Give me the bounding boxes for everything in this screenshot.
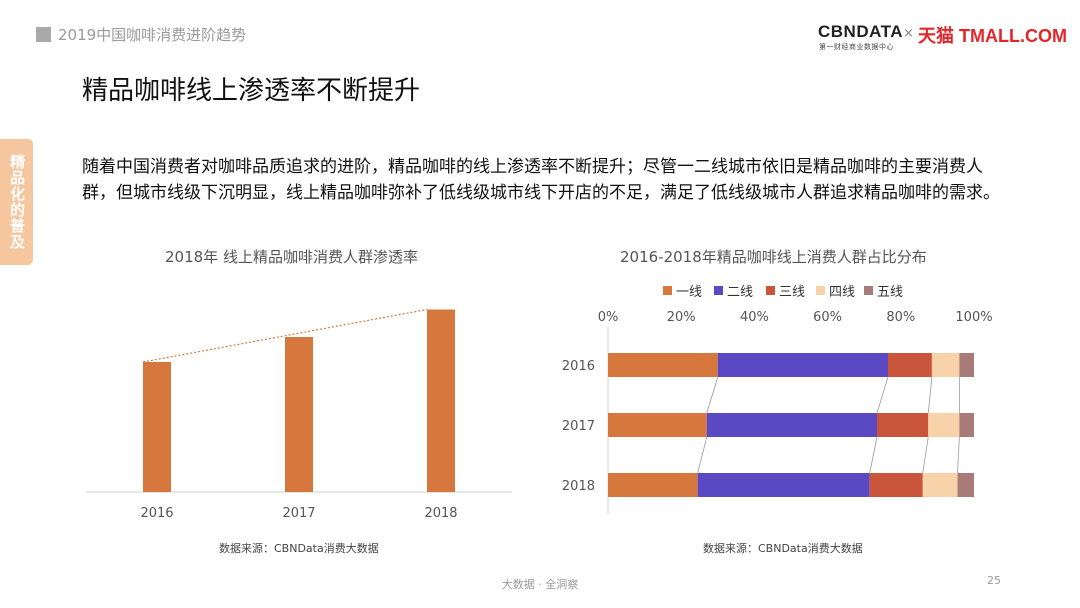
- side-tab: 精品化的普及: [0, 139, 33, 265]
- chart2-seg-2016-三线: [887, 353, 932, 377]
- chart1-x-tick: 2018: [424, 506, 457, 521]
- chart2-seg-2018-四线: [922, 473, 958, 497]
- chart2-title: 2016-2018年精品咖啡线上消费人群占比分布: [620, 248, 927, 266]
- tmall-logo: 天猫 TMALL.COM: [918, 26, 1067, 46]
- page-number: 25: [987, 574, 1001, 587]
- chart2-seg-2018-三线: [869, 473, 923, 497]
- chart2-connector: [922, 436, 929, 474]
- chart2-source: 数据来源：CBNData消费大数据: [703, 542, 863, 555]
- chart1-title: 2018年 线上精品咖啡消费人群渗透率: [165, 248, 418, 266]
- chart2-y-tick: 2017: [562, 419, 595, 434]
- chart1-bar-2016: [143, 362, 171, 492]
- legend-swatch: [766, 286, 775, 295]
- chart2-x-tick: 60%: [813, 310, 842, 325]
- chart2-y-tick: 2018: [562, 479, 595, 494]
- chart2-seg-2016-四线: [931, 353, 960, 377]
- chart2-legend-item: 四线: [816, 281, 855, 300]
- chart1-source: 数据来源：CBNData消费大数据: [219, 542, 379, 555]
- legend-label: 四线: [829, 285, 856, 300]
- chart2-legend-item: 三线: [766, 281, 805, 300]
- chart2-x-tick: 0%: [598, 310, 619, 325]
- chart2-seg-2017-四线: [928, 413, 960, 437]
- chart2-connector: [697, 436, 708, 474]
- chart2-seg-2016-一线: [608, 353, 718, 377]
- chart1-trendline: [142, 308, 428, 363]
- chart1-x-tick: 2017: [282, 506, 315, 521]
- cbndata-logo: CBNDATA: [818, 22, 904, 41]
- chart2-seg-2016-五线: [959, 353, 974, 377]
- chart2-seg-2017-三线: [877, 413, 929, 437]
- description-text: 随着中国消费者对咖啡品质追求的进阶，精品咖啡的线上渗透率不断提升；尽管一二线城市…: [82, 157, 1000, 203]
- footer-tagline: 大数据 · 全洞察: [501, 578, 579, 591]
- chart1-x-tick: 2016: [140, 506, 173, 521]
- chart2-x-tick: 80%: [886, 310, 915, 325]
- chart2-connector: [706, 376, 719, 414]
- chart2-x-tick: 20%: [667, 310, 696, 325]
- page-title: 精品咖啡线上渗透率不断提升: [82, 76, 421, 106]
- chart2-seg-2017-五线: [959, 413, 974, 437]
- chart2-connector: [876, 376, 889, 414]
- chart1-bar-2017: [285, 337, 313, 492]
- header-square: [36, 27, 51, 42]
- chart2-legend-item: 二线: [714, 281, 753, 300]
- section-title: 2019中国咖啡消费进阶趋势: [58, 26, 247, 44]
- chart2-x-tick: 40%: [740, 310, 769, 325]
- chart2-seg-2016-二线: [717, 353, 888, 377]
- legend-swatch: [864, 286, 873, 295]
- chart2-seg-2018-五线: [957, 473, 974, 497]
- legend-swatch: [714, 286, 723, 295]
- chart2-x-tick: 100%: [955, 310, 992, 325]
- chart2-y-tick: 2016: [562, 359, 595, 374]
- chart2-connector: [927, 376, 933, 414]
- legend-label: 五线: [877, 285, 904, 300]
- chart2-connector: [957, 436, 960, 474]
- chart2-connector: [869, 436, 878, 474]
- legend-swatch: [816, 286, 825, 295]
- legend-label: 一线: [676, 285, 703, 300]
- chart2-seg-2017-一线: [608, 413, 707, 437]
- legend-label: 二线: [727, 285, 754, 300]
- chart2-seg-2018-一线: [608, 473, 698, 497]
- chart2-seg-2017-二线: [706, 413, 878, 437]
- chart2-legend-item: 五线: [864, 281, 903, 300]
- legend-swatch: [663, 286, 672, 295]
- chart1-bar-2018: [427, 309, 455, 492]
- cbndata-logo-subtitle: 第一财经商业数据中心: [819, 43, 894, 51]
- legend-label: 三线: [779, 285, 806, 300]
- logo-separator: ×: [903, 26, 914, 41]
- chart2-seg-2018-二线: [697, 473, 870, 497]
- chart2-legend-item: 一线: [663, 281, 702, 300]
